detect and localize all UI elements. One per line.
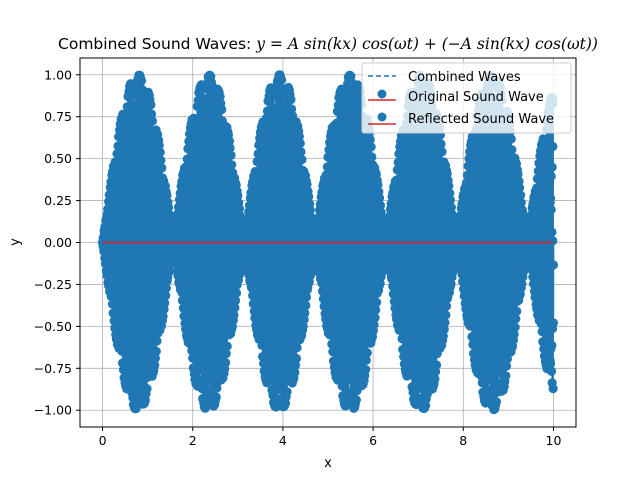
y-tick-label-6: 0.50: [44, 151, 72, 166]
x-tick-label-4: 8: [459, 433, 467, 448]
y-tick-label-4: 0.00: [44, 235, 72, 250]
legend-swatch-original-marker: [377, 89, 387, 99]
x-tick-label-0: 0: [99, 433, 107, 448]
x-tick-label-3: 6: [369, 433, 377, 448]
chart-title-equation: y = A sin(kx) cos(ωt) + (−A sin(kx) cos(…: [255, 35, 598, 53]
y-axis-label: y: [8, 238, 23, 246]
x-axis-label: x: [324, 456, 332, 471]
y-tick-label-8: 1.00: [44, 67, 72, 82]
legend-box: [361, 62, 572, 134]
legend-label-original: Original Sound Wave: [408, 90, 544, 105]
x-axis: 0 2 4 6 8 10: [99, 427, 562, 448]
legend-swatch-reflected-marker: [377, 112, 387, 122]
y-axis: −1.00 −0.75 −0.50 −0.25 0.00 0.25 0.50 0.75 1.00: [34, 67, 80, 418]
chart-title: Combined Sound Waves: y = A sin(kx) cos(…: [58, 35, 598, 53]
x-tick-label-2: 4: [279, 433, 287, 448]
y-tick-label-3: −0.25: [34, 277, 72, 292]
chart-title-prefix: Combined Sound Waves:: [58, 35, 256, 53]
plot-data: [97, 70, 559, 415]
y-tick-label-5: 0.25: [44, 193, 72, 208]
y-tick-label-0: −1.00: [34, 403, 72, 418]
legend-label-combined: Combined Waves: [408, 70, 521, 85]
y-tick-label-7: 0.75: [44, 109, 72, 124]
x-tick-label-1: 2: [189, 433, 197, 448]
legend: Combined Waves Original Sound Wave Refle…: [361, 62, 572, 134]
y-tick-label-2: −0.50: [34, 319, 72, 334]
x-tick-label-5: 10: [546, 433, 562, 448]
legend-label-reflected: Reflected Sound Wave: [408, 112, 554, 127]
y-tick-label-1: −0.75: [34, 361, 72, 376]
